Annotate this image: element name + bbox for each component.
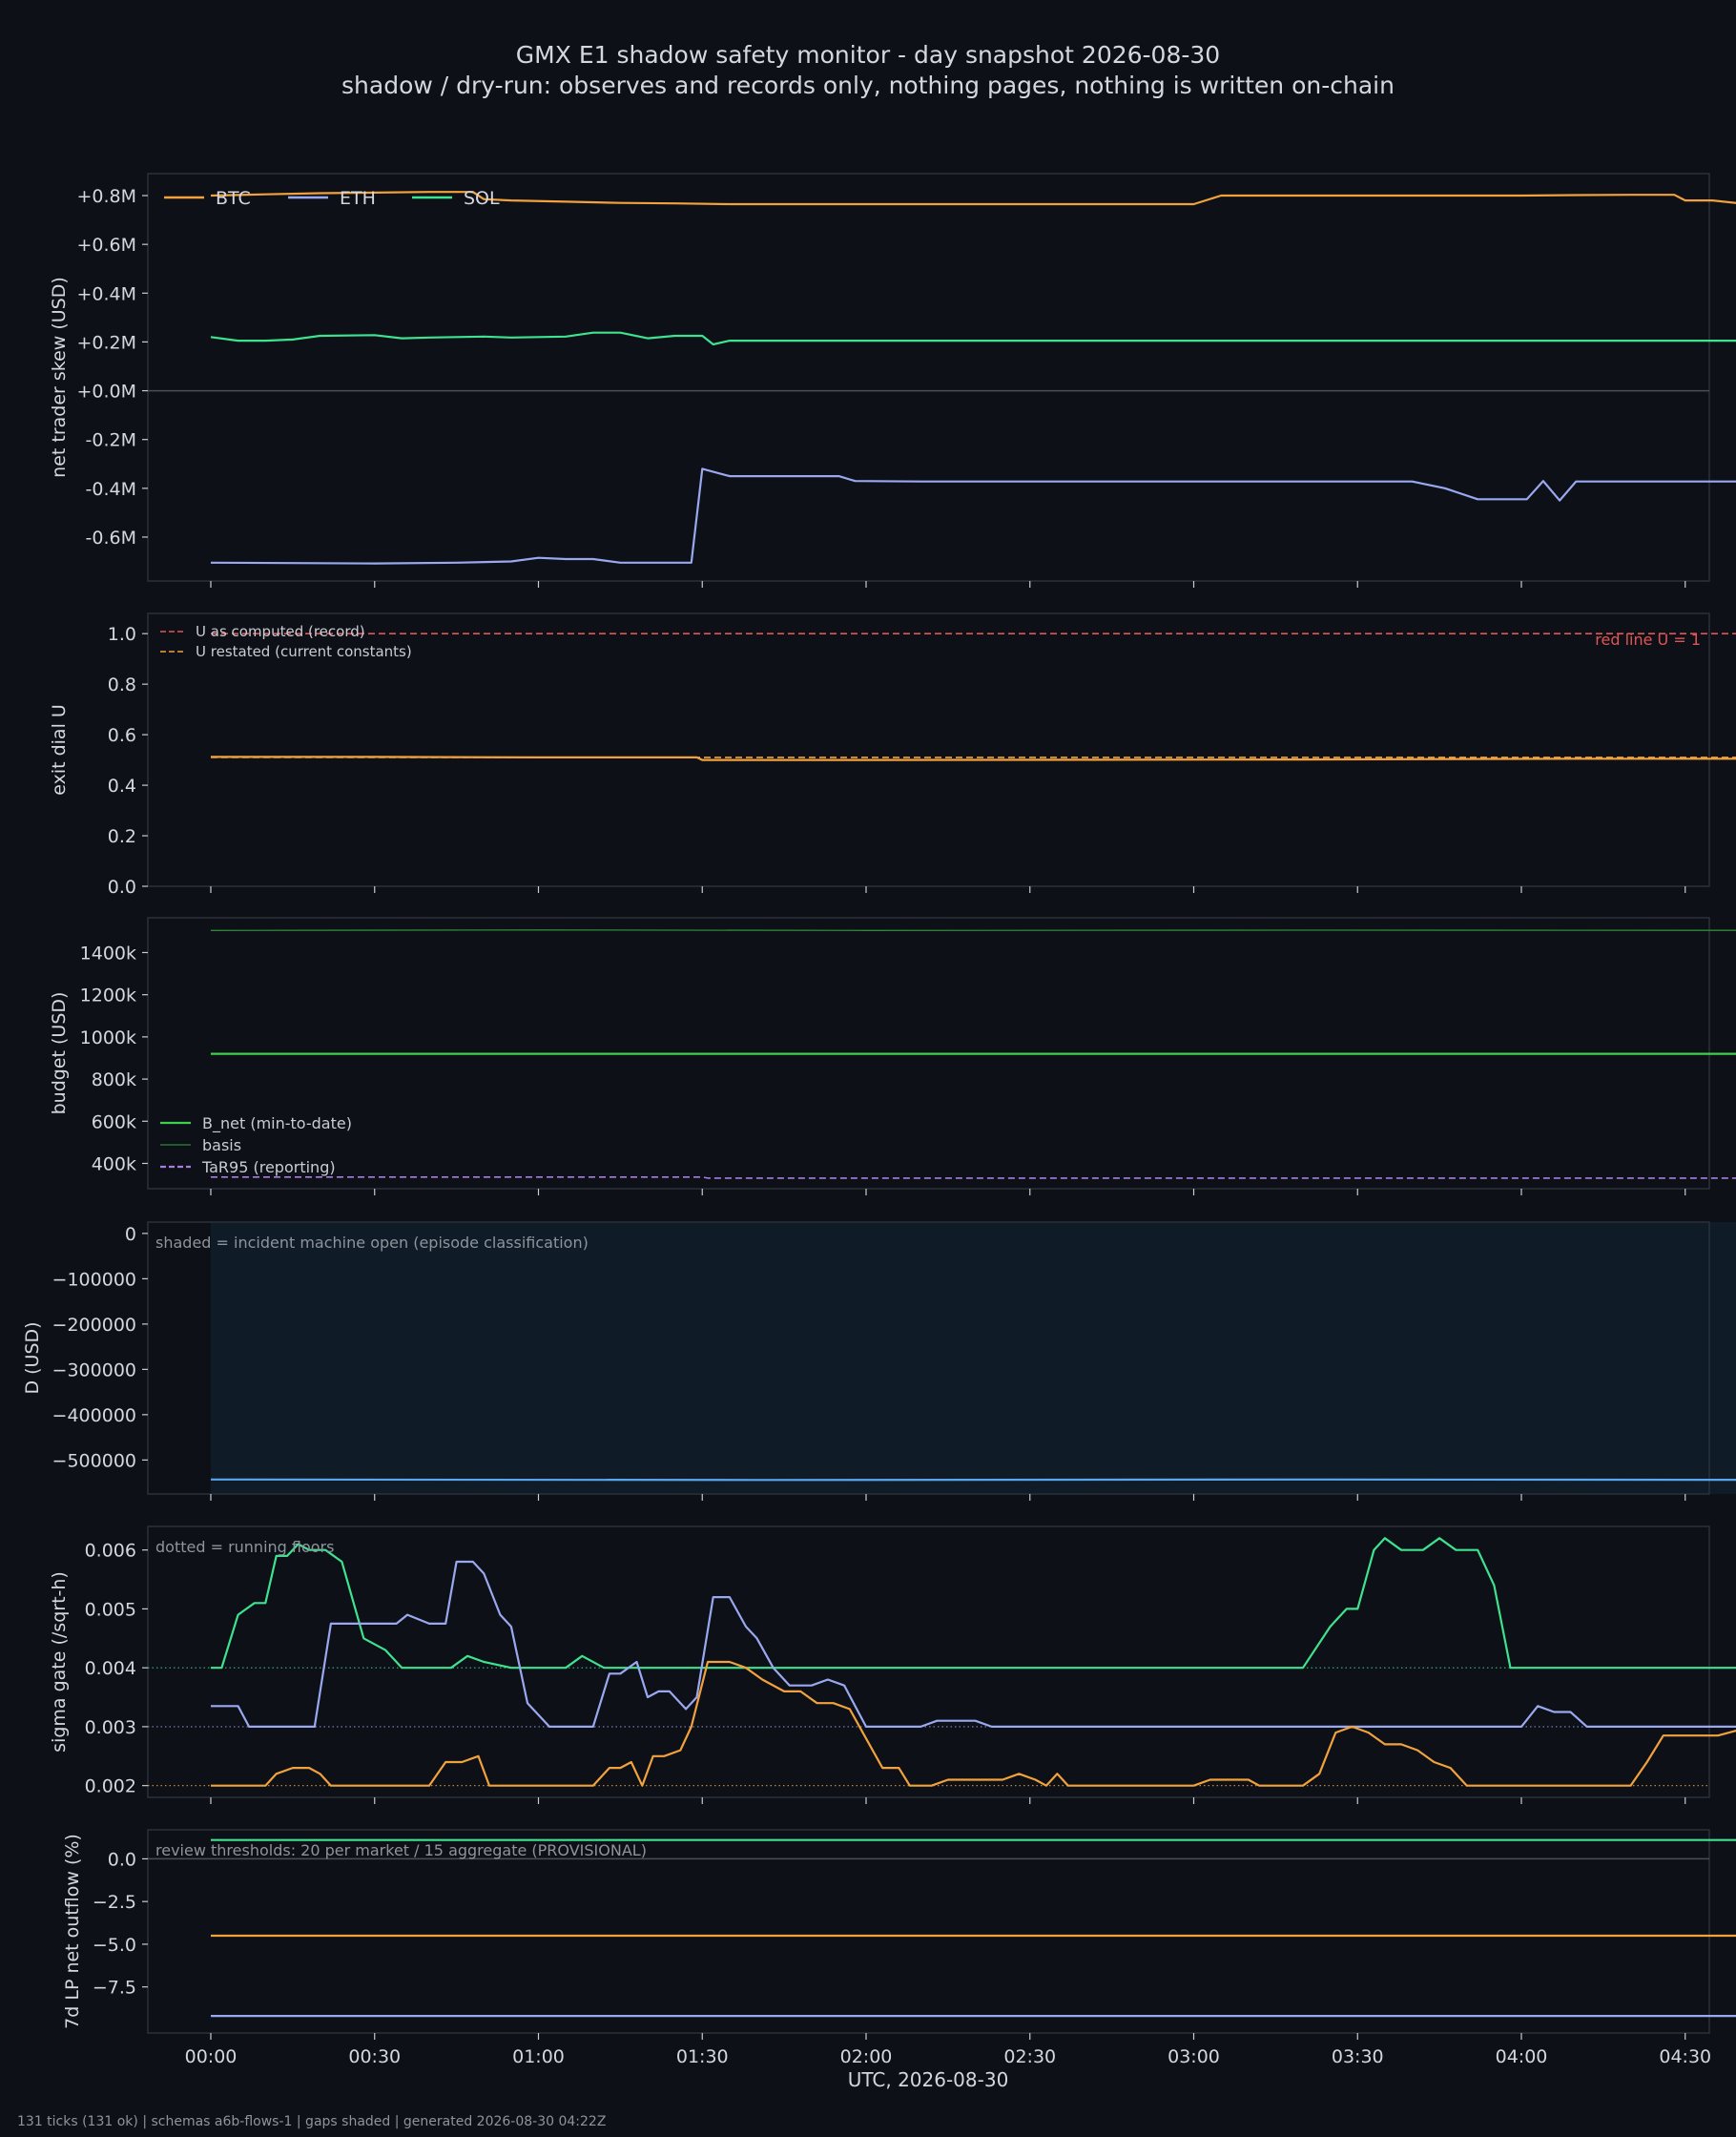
- x-tick-label: 03:00: [1168, 2046, 1220, 2067]
- panel-6: 0.0 −2.5 −5.0 −7.5 7d LP net outflow (%) revi…: [62, 1829, 1736, 2040]
- x-axis: 00:00 00:30 01:00 01:30 02:00 02:30 03:00 03:30…: [185, 2046, 1712, 2067]
- legend-label: basis: [202, 1136, 241, 1154]
- panel-5: 0.006 0.005 0.004 0.003 0.002 sigma gate (/sq…: [49, 1525, 1736, 1804]
- y-axis-label: 7d LP net outflow (%): [62, 1834, 83, 2029]
- y-tick-label: +0.4M: [76, 283, 136, 304]
- series-line-series-2: [211, 1660, 1736, 1787]
- shaded-region: [211, 1222, 1736, 1494]
- y-tick-label: −200000: [52, 1315, 136, 1336]
- y-axis-label: budget (USD): [49, 992, 70, 1115]
- y-tick-label: +0.8M: [76, 186, 136, 207]
- panel-3: 1400k 1200k 1000k 800k 600k 400k budget (USD) B…: [49, 917, 1736, 1195]
- y-tick-label: 0.0: [108, 1849, 136, 1870]
- y-tick-label: 0.6: [108, 725, 136, 746]
- y-tick-label: 800k: [92, 1069, 136, 1090]
- panel-frame: [147, 1221, 1710, 1495]
- figure-subtitle: shadow / dry-run: observes and records o…: [341, 72, 1395, 99]
- y-tick-label: −2.5: [93, 1892, 136, 1913]
- y-tick-label: 400k: [92, 1153, 136, 1174]
- y-tick-label: +0.2M: [76, 332, 136, 353]
- x-tick-label: 02:00: [840, 2046, 893, 2067]
- panel-annotation: review thresholds: 20 per market / 15 ag…: [155, 1841, 647, 1859]
- panel-1: +0.8M +0.6M +0.4M +0.2M +0.0M -0.2M -0.4M -0.6M…: [49, 173, 1736, 588]
- x-axis-label: UTC, 2026-08-30: [848, 2068, 1009, 2091]
- x-tick-label: 02:30: [1003, 2046, 1056, 2067]
- panel-frame: [147, 612, 1710, 887]
- y-axis-label: sigma gate (/sqrt-h): [49, 1571, 70, 1753]
- y-tick-label: 1200k: [80, 986, 136, 1006]
- x-tick-label: 04:30: [1659, 2046, 1711, 2067]
- y-tick-label: −7.5: [93, 1978, 136, 1999]
- series-line-tar95-reporting-: [211, 1176, 1736, 1179]
- legend-label: BTC: [216, 188, 251, 209]
- y-tick-label: −400000: [52, 1405, 136, 1426]
- y-tick-label: −5.0: [93, 1935, 136, 1956]
- series-line-eth: [210, 467, 1736, 565]
- series-line-basis: [210, 929, 1736, 931]
- y-tick-label: 600k: [92, 1111, 136, 1132]
- y-tick-label: 0.8: [108, 674, 136, 695]
- y-tick-label: 0.0: [108, 877, 136, 898]
- y-axis-label: D (USD): [22, 1321, 43, 1394]
- panel-frame: [147, 1829, 1710, 2034]
- panel-frame: [147, 1525, 1710, 1798]
- legend-label: SOL: [464, 188, 500, 209]
- series-line-btc: [210, 191, 1736, 206]
- y-tick-label: -0.6M: [86, 528, 136, 549]
- y-tick-label: 0.2: [108, 826, 136, 847]
- y-tick-label: -0.2M: [86, 430, 136, 451]
- series-line-series-0: [210, 1478, 1736, 1482]
- legend-label: B_net (min-to-date): [202, 1114, 352, 1133]
- x-tick-label: 01:00: [512, 2046, 565, 2067]
- y-tick-label: -0.4M: [86, 479, 136, 500]
- y-tick-label: 1400k: [80, 943, 136, 964]
- y-tick-label: 0.003: [85, 1717, 136, 1738]
- x-tick-label: 00:00: [185, 2046, 238, 2067]
- y-tick-label: 1.0: [108, 624, 136, 645]
- panel-frame: [147, 173, 1710, 582]
- series-line-series-2: [211, 756, 1736, 761]
- panels-group: +0.8M +0.6M +0.4M +0.2M +0.0M -0.2M -0.4M -0.6M…: [22, 173, 1736, 2040]
- x-tick-label: 03:30: [1332, 2046, 1384, 2067]
- y-tick-label: −500000: [52, 1450, 136, 1471]
- y-tick-label: +0.6M: [76, 235, 136, 256]
- red-line-annotation: red line U = 1: [1595, 631, 1701, 649]
- y-tick-label: 0: [125, 1224, 136, 1245]
- panel-annotation: dotted = running floors: [155, 1538, 334, 1556]
- y-axis-label: exit dial U: [49, 704, 70, 796]
- y-tick-label: 0.006: [85, 1541, 136, 1562]
- y-tick-label: 1000k: [80, 1027, 136, 1048]
- x-tick-label: 01:30: [676, 2046, 729, 2067]
- series-line-series-1: [211, 1560, 1736, 1729]
- legend-label: U as computed (record): [196, 623, 365, 640]
- panel-annotation: shaded = incident machine open (episode …: [155, 1234, 589, 1252]
- panel-4: 0 −100000 −200000 −300000 −400000 −500000 D (U…: [22, 1221, 1736, 1501]
- y-tick-label: 0.4: [108, 776, 136, 797]
- y-tick-label: −100000: [52, 1269, 136, 1290]
- figure-title: GMX E1 shadow safety monitor - day snaps…: [516, 41, 1220, 69]
- series-line-series-0: [211, 1537, 1736, 1670]
- y-tick-label: +0.0M: [76, 382, 136, 403]
- y-tick-label: 0.005: [85, 1599, 136, 1620]
- panel-2: 1.0 0.8 0.6 0.4 0.2 0.0 exit dial U U as comput…: [49, 612, 1736, 898]
- y-axis-label: net trader skew (USD): [49, 277, 70, 478]
- legend-label: ETH: [340, 188, 376, 209]
- y-tick-label: 0.002: [85, 1776, 136, 1797]
- y-tick-label: −300000: [52, 1359, 136, 1380]
- y-tick-label: 0.004: [85, 1658, 136, 1679]
- footer-text: 131 ticks (131 ok) | schemas a6b-flows-1…: [17, 2114, 606, 2129]
- legend-label: TaR95 (reporting): [201, 1158, 336, 1176]
- series-line-sol: [210, 331, 1736, 346]
- legend-label: U restated (current constants): [196, 643, 412, 660]
- x-tick-label: 00:30: [348, 2046, 401, 2067]
- x-tick-label: 04:00: [1496, 2046, 1548, 2067]
